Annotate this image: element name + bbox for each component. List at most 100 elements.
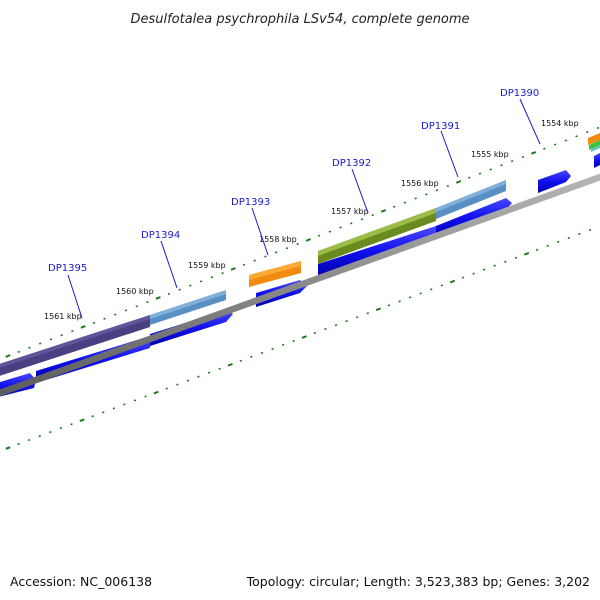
major-tick	[375, 307, 381, 312]
major-tick	[155, 296, 161, 300]
minor-tick	[221, 271, 224, 275]
gene-arrow[interactable]	[594, 153, 600, 168]
minor-tick	[271, 347, 274, 351]
minor-tick	[355, 316, 359, 319]
cog-bar-dp1394-highlight	[150, 290, 226, 319]
minor-tick	[186, 379, 190, 382]
minor-tick	[398, 300, 401, 303]
minor-tick	[218, 367, 221, 370]
minor-tick	[419, 292, 422, 295]
minor-tick	[38, 342, 42, 345]
minor-tick	[596, 126, 600, 130]
minor-tick	[430, 288, 433, 291]
genome-backbone	[0, 173, 600, 397]
minor-tick	[70, 423, 73, 426]
minor-tick	[242, 263, 246, 266]
major-tick	[230, 267, 236, 271]
minor-tick	[260, 351, 264, 354]
cog-bar-dp1393-highlight	[249, 261, 301, 280]
minor-tick	[71, 330, 74, 333]
gene-arrow[interactable]	[318, 226, 436, 276]
genome-summary-text: Topology: circular; Length: 3,523,383 bp…	[246, 574, 590, 589]
minor-tick	[387, 304, 391, 307]
minor-tick	[414, 197, 417, 200]
cog-bar-dp1390-green	[589, 140, 600, 150]
major-tick	[449, 279, 456, 284]
minor-tick	[27, 438, 31, 442]
minor-tick	[264, 255, 267, 258]
minor-tick	[514, 256, 518, 259]
minor-tick	[334, 324, 338, 327]
gene-label-dp1394[interactable]: DP1394	[141, 230, 180, 241]
minor-tick	[28, 346, 31, 349]
outer-tick-row	[5, 126, 600, 358]
major-tick	[79, 418, 85, 423]
minor-tick	[124, 309, 128, 312]
kbp-label: 1557 kbp	[331, 207, 369, 216]
minor-tick	[504, 260, 507, 263]
minor-tick	[317, 234, 321, 237]
minor-tick	[345, 320, 348, 323]
gene-label-dp1395[interactable]: DP1395	[48, 263, 87, 274]
minor-tick	[112, 407, 116, 410]
minor-tick	[133, 399, 137, 402]
minor-tick	[296, 242, 299, 246]
leader-line	[251, 207, 269, 256]
minor-tick	[586, 131, 589, 134]
major-tick	[305, 238, 311, 242]
minor-tick	[521, 155, 525, 159]
major-tick	[523, 251, 530, 256]
minor-tick	[557, 240, 560, 243]
minor-tick	[489, 168, 492, 171]
minor-tick	[339, 226, 342, 229]
minor-tick	[176, 383, 179, 386]
minor-tick	[91, 415, 94, 418]
gene-labels: DP1395 DP1394 DP1393 DP1392 DP1391 DP139…	[48, 88, 541, 319]
minor-tick	[446, 184, 450, 188]
minor-tick	[135, 305, 138, 308]
minor-tick	[478, 172, 482, 175]
minor-tick	[360, 218, 364, 221]
gene-label-dp1390[interactable]: DP1390	[500, 88, 539, 99]
leader-line	[519, 98, 541, 145]
minor-tick	[199, 280, 203, 283]
minor-tick	[578, 232, 581, 236]
minor-tick	[392, 205, 396, 208]
gene-label-dp1392[interactable]: DP1392	[332, 158, 371, 169]
minor-tick	[144, 395, 147, 398]
minor-tick	[468, 176, 471, 179]
minor-tick	[371, 213, 374, 217]
minor-tick	[167, 292, 171, 295]
leader-line	[351, 168, 369, 214]
minor-tick	[250, 355, 253, 358]
minor-tick	[60, 334, 63, 337]
minor-tick	[408, 296, 412, 299]
minor-tick	[366, 312, 369, 315]
gene-label-dp1391[interactable]: DP1391	[421, 121, 460, 132]
minor-tick	[435, 189, 439, 192]
major-tick	[227, 362, 233, 367]
minor-tick	[189, 284, 192, 287]
minor-tick	[114, 313, 117, 316]
minor-tick	[285, 247, 289, 250]
minor-tick	[567, 236, 571, 240]
kbp-label: 1558 kbp	[259, 235, 297, 244]
minor-tick	[17, 350, 20, 353]
cog-feature-track	[0, 133, 600, 376]
minor-tick	[253, 259, 256, 262]
cog-bar-dp1390[interactable]	[588, 133, 600, 145]
minor-tick	[328, 230, 332, 233]
kbp-label: 1556 kbp	[401, 179, 439, 188]
minor-tick	[461, 276, 465, 279]
minor-tick	[493, 264, 496, 267]
gene-arrow[interactable]	[538, 170, 571, 193]
minor-tick	[92, 321, 96, 324]
minor-tick	[440, 284, 444, 287]
minor-tick	[103, 317, 106, 320]
accession-text: Accession: NC_006138	[10, 574, 152, 589]
minor-tick	[165, 387, 168, 390]
kbp-label: 1560 kbp	[116, 287, 154, 296]
gene-label-dp1393[interactable]: DP1393	[231, 197, 270, 208]
major-tick	[531, 151, 537, 155]
